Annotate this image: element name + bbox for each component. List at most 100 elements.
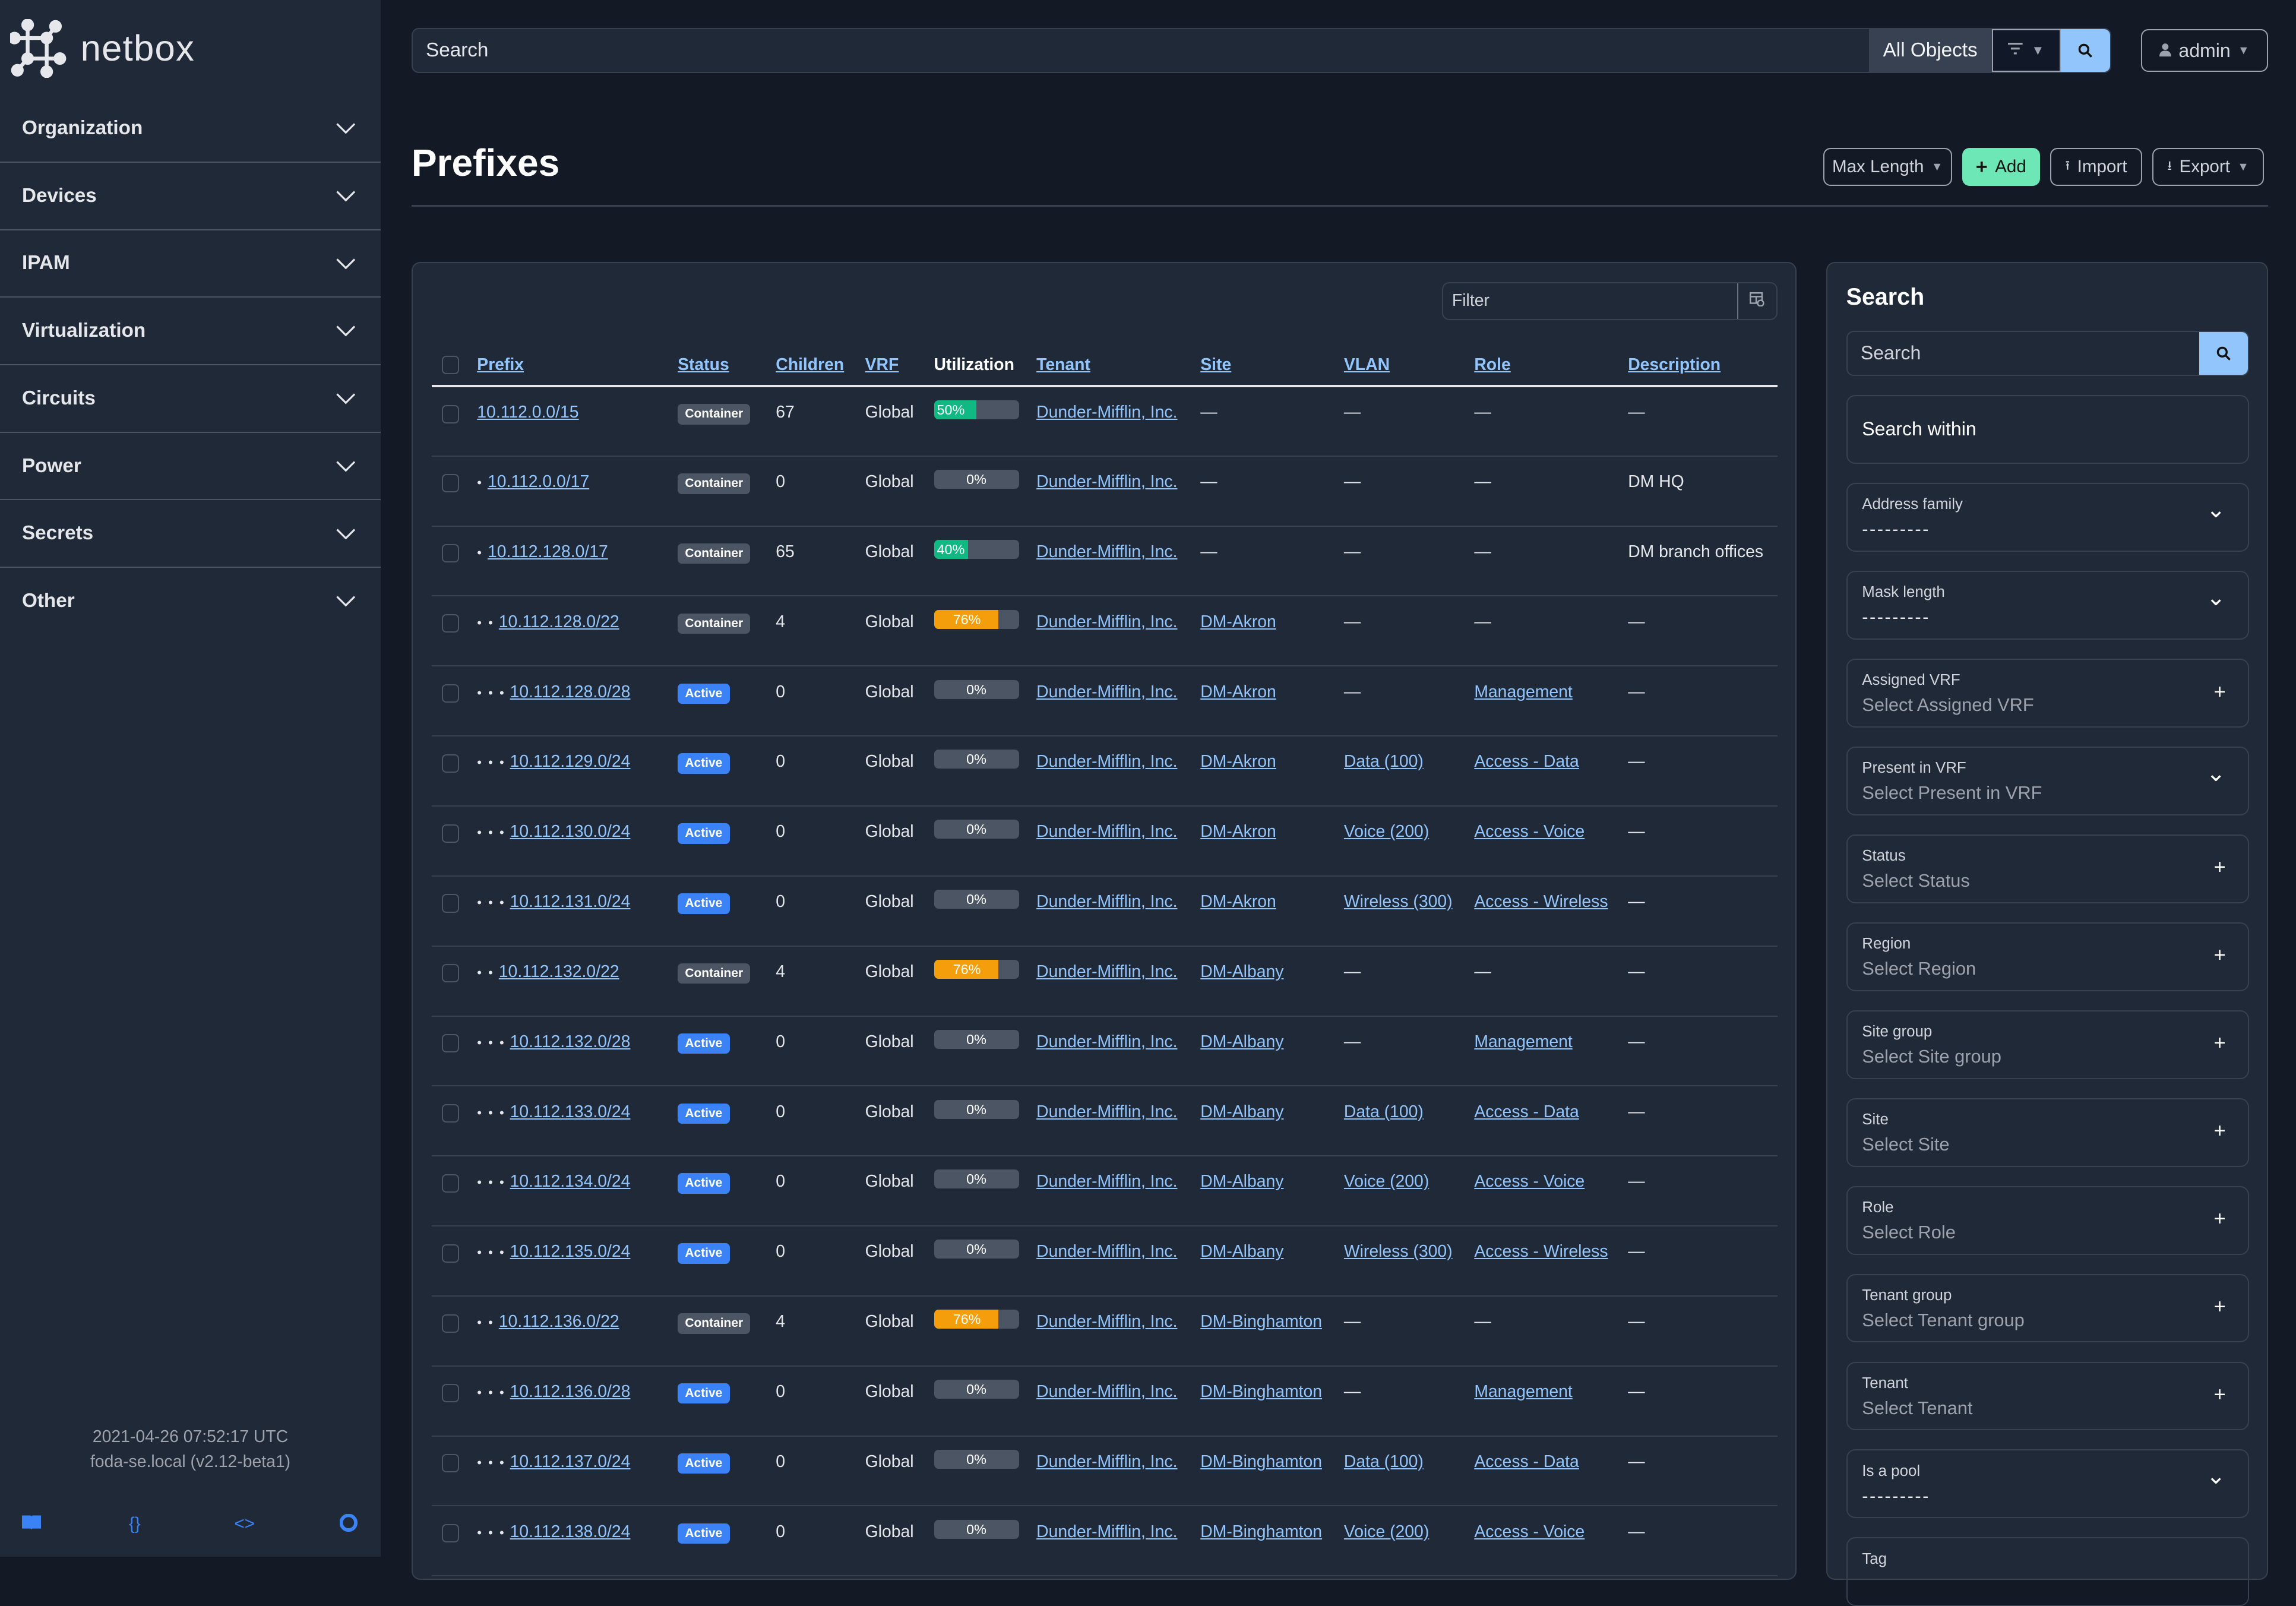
site-link[interactable]: DM-Akron xyxy=(1200,682,1276,701)
row-checkbox[interactable] xyxy=(442,1524,459,1543)
site-link[interactable]: DM-Albany xyxy=(1200,1172,1284,1191)
site-link[interactable]: DM-Binghamton xyxy=(1200,1522,1323,1541)
column-header-role[interactable]: Role xyxy=(1464,345,1618,387)
column-header-children[interactable]: Children xyxy=(766,345,855,387)
filter-assigned-vrf[interactable]: Assigned VRF Select Assigned VRF + xyxy=(1846,659,2249,728)
site-link[interactable]: DM-Akron xyxy=(1200,612,1276,631)
search-scope-select[interactable]: All Objects xyxy=(1868,29,1992,72)
row-checkbox[interactable] xyxy=(442,544,459,563)
prefix-link[interactable]: 10.112.134.0/24 xyxy=(510,1172,631,1191)
global-search-input[interactable]: Search xyxy=(426,39,489,61)
row-checkbox[interactable] xyxy=(442,754,459,773)
table-config-button[interactable] xyxy=(1737,283,1776,320)
prefix-link[interactable]: 10.112.135.0/24 xyxy=(510,1242,631,1262)
filter-tenant-group[interactable]: Tenant group Select Tenant group + xyxy=(1846,1273,2249,1343)
max-length-button[interactable]: Max Length ▼ xyxy=(1823,148,1952,186)
lifebuoy-icon[interactable] xyxy=(339,1513,358,1537)
tenant-link[interactable]: Dunder-Mifflin, Inc. xyxy=(1036,1452,1178,1471)
site-link[interactable]: DM-Akron xyxy=(1200,752,1276,772)
role-link[interactable]: Management xyxy=(1474,1032,1573,1051)
tenant-link[interactable]: Dunder-Mifflin, Inc. xyxy=(1036,1172,1178,1191)
prefix-link[interactable]: 10.112.132.0/28 xyxy=(510,1032,631,1051)
row-checkbox[interactable] xyxy=(442,1454,459,1473)
sidebar-item-secrets[interactable]: Secrets xyxy=(0,500,381,568)
row-checkbox[interactable] xyxy=(442,684,459,703)
vlan-link[interactable]: Wireless (300) xyxy=(1343,892,1453,912)
role-link[interactable]: Access - Voice xyxy=(1474,1522,1585,1541)
filter-tenant[interactable]: Tenant Select Tenant + xyxy=(1846,1361,2249,1431)
prefix-link[interactable]: 10.112.128.0/22 xyxy=(498,612,619,631)
prefix-link[interactable]: 10.112.136.0/28 xyxy=(510,1381,631,1401)
prefix-link[interactable]: 10.112.132.0/22 xyxy=(498,962,619,981)
filter-site-group[interactable]: Site group Select Site group + xyxy=(1846,1010,2249,1079)
sidebar-item-circuits[interactable]: Circuits xyxy=(0,365,381,433)
sidebar-item-virtualization[interactable]: Virtualization xyxy=(0,298,381,365)
prefix-link[interactable]: 10.112.136.0/22 xyxy=(498,1312,619,1332)
tenant-link[interactable]: Dunder-Mifflin, Inc. xyxy=(1036,1242,1178,1262)
prefix-link[interactable]: 10.112.131.0/24 xyxy=(510,892,631,912)
filter-status[interactable]: Status Select Status + xyxy=(1846,834,2249,903)
column-header-vrf[interactable]: VRF xyxy=(855,345,924,387)
role-link[interactable]: Management xyxy=(1474,1381,1573,1401)
import-button[interactable]: ⭱ Import xyxy=(2050,148,2143,186)
tenant-link[interactable]: Dunder-Mifflin, Inc. xyxy=(1036,472,1178,491)
filter-site[interactable]: Site Select Site + xyxy=(1846,1098,2249,1167)
site-link[interactable]: DM-Akron xyxy=(1200,822,1276,842)
prefix-link[interactable]: 10.112.128.0/28 xyxy=(510,682,631,701)
tenant-link[interactable]: Dunder-Mifflin, Inc. xyxy=(1036,1102,1178,1121)
book-icon[interactable] xyxy=(21,1514,42,1535)
prefix-link[interactable]: 10.112.0.0/17 xyxy=(487,472,590,491)
prefix-link[interactable]: 10.112.130.0/24 xyxy=(510,822,631,842)
role-link[interactable]: Access - Data xyxy=(1474,1452,1579,1471)
site-link[interactable]: DM-Binghamton xyxy=(1200,1452,1323,1471)
role-link[interactable]: Access - Voice xyxy=(1474,822,1585,842)
search-button[interactable] xyxy=(2060,29,2111,72)
tenant-link[interactable]: Dunder-Mifflin, Inc. xyxy=(1036,1312,1178,1332)
vlan-link[interactable]: Voice (200) xyxy=(1343,1522,1430,1541)
vlan-link[interactable]: Data (100) xyxy=(1343,1452,1424,1471)
add-button[interactable]: + Add xyxy=(1962,148,2040,186)
braces-icon[interactable]: {} xyxy=(128,1514,141,1534)
prefix-link[interactable]: 10.112.137.0/24 xyxy=(510,1452,631,1471)
column-header-vlan[interactable]: VLAN xyxy=(1333,345,1465,387)
tenant-link[interactable]: Dunder-Mifflin, Inc. xyxy=(1036,752,1178,772)
tenant-link[interactable]: Dunder-Mifflin, Inc. xyxy=(1036,1522,1178,1541)
site-link[interactable]: DM-Albany xyxy=(1200,1242,1284,1262)
sidebar-item-organization[interactable]: Organization xyxy=(0,95,381,163)
row-checkbox[interactable] xyxy=(442,1244,459,1263)
row-checkbox[interactable] xyxy=(442,614,459,633)
sidebar-item-devices[interactable]: Devices xyxy=(0,163,381,230)
site-link[interactable]: DM-Albany xyxy=(1200,1102,1284,1121)
filter-present-in-vrf[interactable]: Present in VRF Select Present in VRF ⌄ xyxy=(1846,746,2249,815)
row-checkbox[interactable] xyxy=(442,1174,459,1193)
tenant-link[interactable]: Dunder-Mifflin, Inc. xyxy=(1036,682,1178,701)
filter-is-a-pool[interactable]: Is a pool --------- ⌄ xyxy=(1846,1449,2249,1519)
filter-tag[interactable]: Tag xyxy=(1846,1537,2249,1606)
filter-mask-length[interactable]: Mask length --------- ⌄ xyxy=(1846,571,2249,640)
tenant-link[interactable]: Dunder-Mifflin, Inc. xyxy=(1036,892,1178,912)
search-within-field[interactable]: Search within xyxy=(1846,395,2249,464)
panel-search-input[interactable]: Search xyxy=(1860,342,1921,363)
select-all-checkbox[interactable] xyxy=(442,355,459,374)
tenant-link[interactable]: Dunder-Mifflin, Inc. xyxy=(1036,1032,1178,1051)
tenant-link[interactable]: Dunder-Mifflin, Inc. xyxy=(1036,612,1178,631)
code-icon[interactable]: <> xyxy=(234,1514,255,1534)
sidebar-item-ipam[interactable]: IPAM xyxy=(0,230,381,298)
row-checkbox[interactable] xyxy=(442,964,459,983)
site-link[interactable]: DM-Binghamton xyxy=(1200,1312,1323,1332)
site-link[interactable]: DM-Albany xyxy=(1200,1032,1284,1051)
filter-role[interactable]: Role Select Role + xyxy=(1846,1185,2249,1255)
user-menu-button[interactable]: admin ▼ xyxy=(2140,29,2269,72)
column-header-status[interactable]: Status xyxy=(667,345,766,387)
filter-region[interactable]: Region Select Region + xyxy=(1846,922,2249,991)
site-link[interactable]: DM-Binghamton xyxy=(1200,1381,1323,1401)
filter-address-family[interactable]: Address family --------- ⌄ xyxy=(1846,483,2249,552)
column-header-site[interactable]: Site xyxy=(1190,345,1334,387)
row-checkbox[interactable] xyxy=(442,1314,459,1333)
row-checkbox[interactable] xyxy=(442,1384,459,1403)
prefix-link[interactable]: 10.112.129.0/24 xyxy=(510,752,631,772)
sidebar-item-other[interactable]: Other xyxy=(0,568,381,634)
table-filter-input[interactable]: Filter xyxy=(1451,291,1489,311)
tenant-link[interactable]: Dunder-Mifflin, Inc. xyxy=(1036,403,1178,422)
vlan-link[interactable]: Data (100) xyxy=(1343,752,1424,772)
